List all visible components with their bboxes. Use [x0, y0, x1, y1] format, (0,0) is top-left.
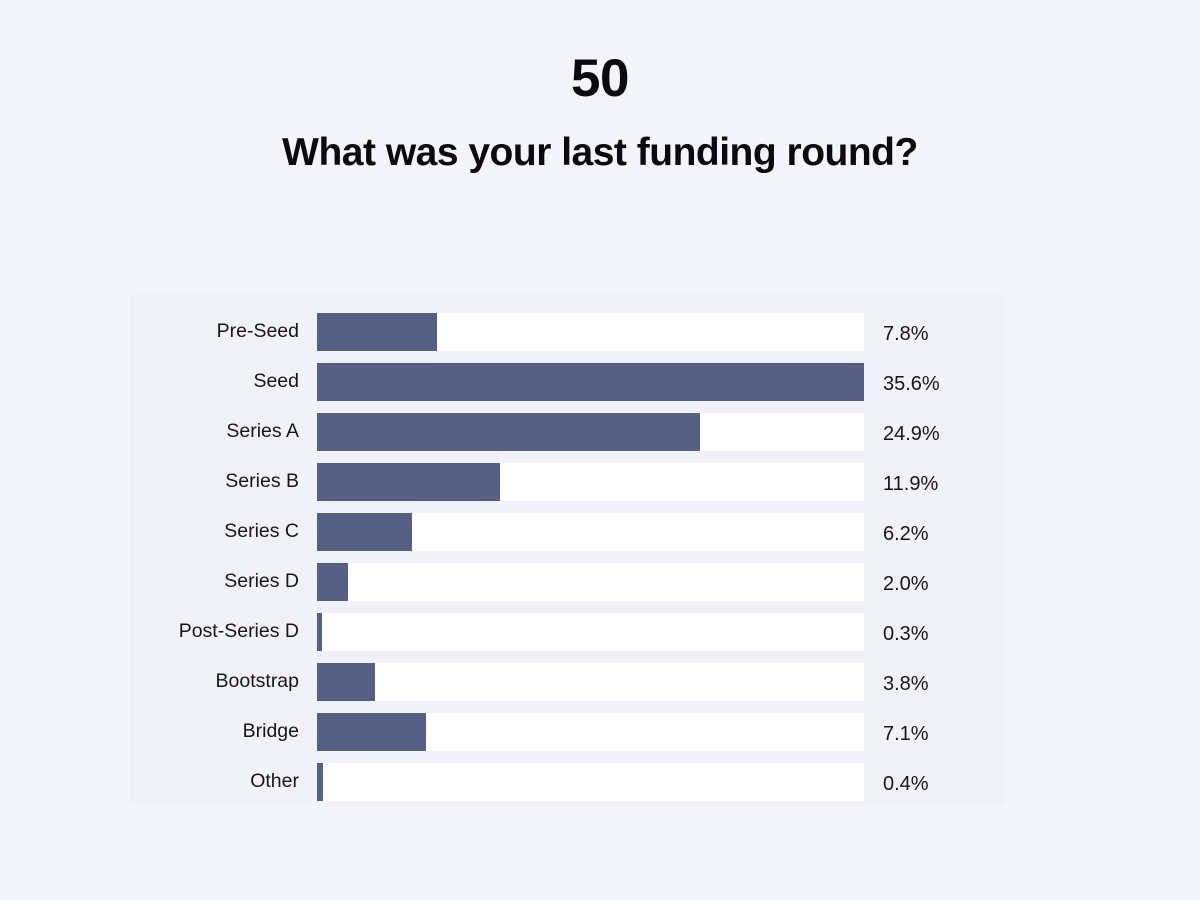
bar-track — [317, 663, 864, 701]
bar-category-label: Bridge — [242, 720, 299, 743]
bar-value-label: 3.8% — [883, 673, 929, 695]
bar-category-label: Bootstrap — [215, 670, 299, 693]
bar-category-label: Seed — [253, 370, 299, 393]
bar-track — [317, 563, 864, 601]
chart-row: Bridge 7.1% — [130, 707, 1005, 757]
chart-row: Series B 11.9% — [130, 457, 1005, 507]
bar-track — [317, 713, 864, 751]
bar-category-label: Other — [250, 770, 299, 793]
bar-track — [317, 513, 864, 551]
bar-fill — [317, 363, 864, 401]
slide-header: 50 What was your last funding round? — [0, 0, 1200, 175]
bar-value-label: 0.4% — [883, 773, 929, 795]
bar-category-label: Series B — [225, 470, 299, 493]
chart-row: Seed 35.6% — [130, 357, 1005, 407]
chart-panel: Pre-Seed 7.8% Seed 35.6% Series A 24.9% Series… — [130, 294, 1005, 805]
bar-category-label: Post-Series D — [178, 620, 299, 643]
bar-fill — [317, 763, 324, 801]
bar-fill — [317, 413, 700, 451]
bar-track — [317, 613, 864, 651]
bar-category-label: Series A — [226, 420, 299, 443]
bar-value-label: 11.9% — [883, 473, 939, 495]
bar-track — [317, 463, 864, 501]
bar-value-label: 24.9% — [883, 423, 940, 445]
chart-row: Pre-Seed 7.8% — [130, 307, 1005, 357]
bar-fill — [317, 713, 427, 751]
bar-chart: Pre-Seed 7.8% Seed 35.6% Series A 24.9% Series… — [130, 307, 1005, 807]
bar-value-label: 35.6% — [883, 373, 940, 395]
bar-fill — [317, 613, 322, 651]
bar-value-label: 6.2% — [883, 523, 929, 545]
slide-number: 50 — [571, 49, 629, 108]
chart-row: Post-Series D 0.3% — [130, 607, 1005, 657]
bar-track — [317, 313, 864, 351]
bar-track — [317, 413, 864, 451]
bar-category-label: Pre-Seed — [216, 320, 299, 343]
bar-track — [317, 363, 864, 401]
chart-row: Series C 6.2% — [130, 507, 1005, 557]
bar-fill — [317, 513, 413, 551]
bar-value-label: 0.3% — [883, 623, 929, 645]
bar-value-label: 7.8% — [883, 323, 929, 345]
bar-fill — [317, 563, 348, 601]
page-title: What was your last funding round? — [282, 131, 918, 174]
bar-fill — [317, 663, 376, 701]
chart-row: Bootstrap 3.8% — [130, 657, 1005, 707]
chart-row: Other 0.4% — [130, 757, 1005, 807]
bar-fill — [317, 463, 500, 501]
bar-value-label: 7.1% — [883, 723, 929, 745]
chart-row: Series D 2.0% — [130, 557, 1005, 607]
bar-category-label: Series D — [224, 570, 299, 593]
bar-track — [317, 763, 864, 801]
chart-row: Series A 24.9% — [130, 407, 1005, 457]
bar-value-label: 2.0% — [883, 573, 929, 595]
bar-category-label: Series C — [224, 520, 299, 543]
bar-fill — [317, 313, 437, 351]
